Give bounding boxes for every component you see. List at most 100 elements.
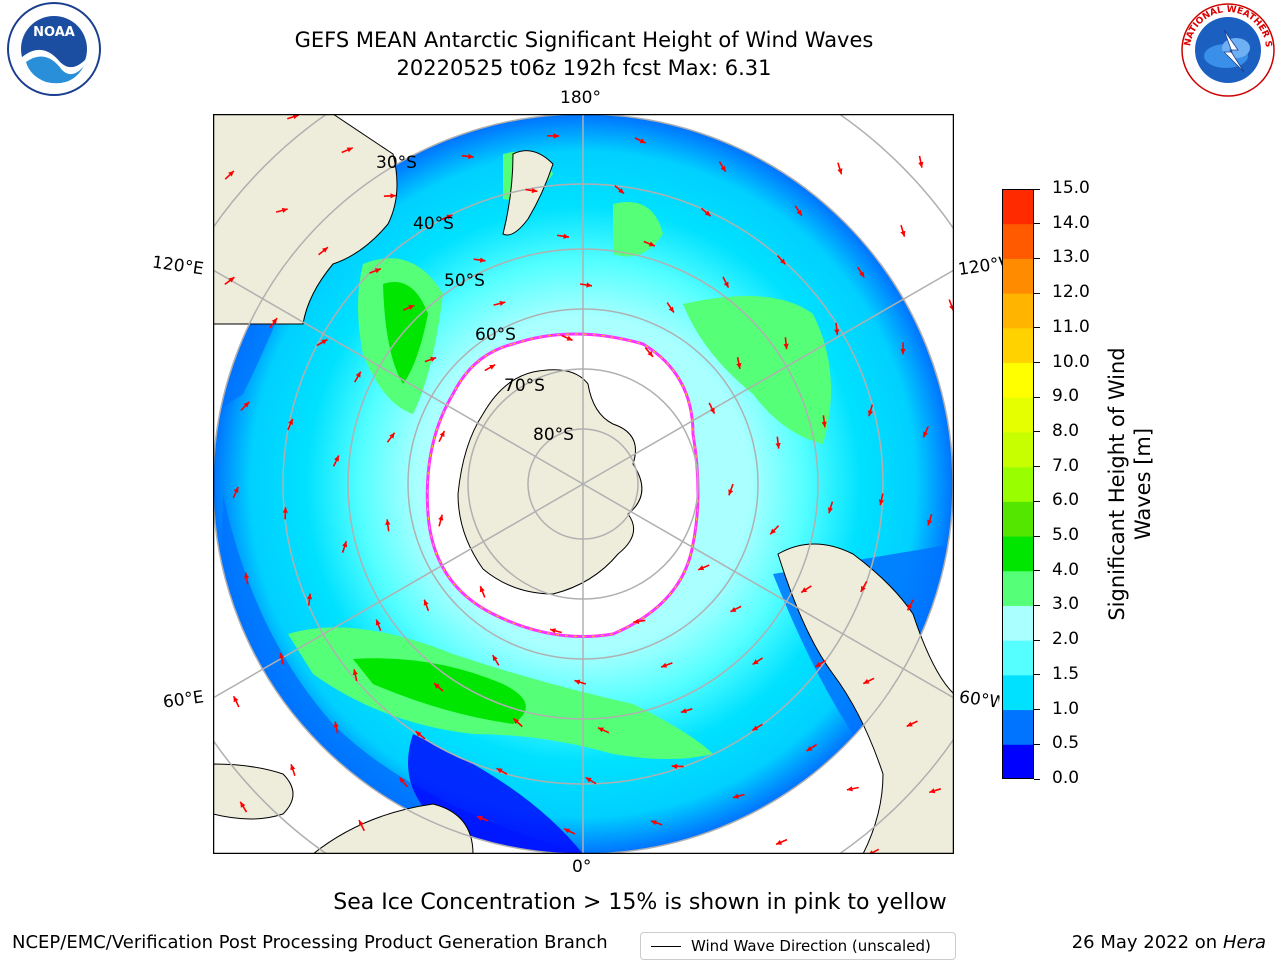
chart-subtitle: 20220525 t06z 192h fcst Max: 6.31 xyxy=(396,56,772,80)
lat-label-40s: 40°S xyxy=(413,214,454,234)
lat-label-50s: 50°S xyxy=(444,271,485,291)
wind-arrow-head xyxy=(564,828,571,834)
colorbar-tick-label: 6.0 xyxy=(1052,490,1080,511)
sea-ice-edge xyxy=(426,333,699,637)
colorbar-tick-label: 9.0 xyxy=(1052,386,1080,407)
wind-arrow-head xyxy=(736,363,742,369)
wind-arrow-head xyxy=(240,801,246,808)
wind-arrow-head xyxy=(780,258,786,265)
map-border xyxy=(212,113,955,855)
colorbar-tick-label: 10.0 xyxy=(1052,351,1090,372)
wind-arrow-head xyxy=(918,161,924,168)
lat-label-80s: 80°S xyxy=(533,425,574,445)
credit-date: 26 May 2022 on Hera xyxy=(1072,932,1266,953)
colorbar-tick-label: 4.0 xyxy=(1052,559,1080,580)
wind-arrow-head xyxy=(827,507,833,514)
colorbar-tick-label: 1.0 xyxy=(1052,698,1080,719)
nws-logo: NATIONAL WEATHER SERVICE xyxy=(1175,0,1278,104)
colorbar-segment xyxy=(1002,258,1034,294)
colorbar-segment xyxy=(1002,293,1034,329)
credit-machine: Hera xyxy=(1222,932,1266,953)
wind-arrow-head xyxy=(306,593,313,600)
land-africa xyxy=(312,803,474,854)
polar-map: Wind Wave Direction (unscaled) xyxy=(212,113,956,960)
wind-arrow-head xyxy=(496,768,503,774)
colorbar-segment xyxy=(1002,640,1034,676)
wind-arrow-head xyxy=(671,763,678,769)
colorbar-tick-mark xyxy=(1034,396,1040,398)
wind-arrow-head xyxy=(438,514,444,521)
wind-arrow-head xyxy=(732,793,739,799)
wind-arrow-head xyxy=(860,585,866,592)
wind-arrow-head xyxy=(342,541,348,548)
colorbar-segment xyxy=(1002,536,1034,572)
wind-arrow-head xyxy=(837,168,843,175)
wind-arrow-head xyxy=(668,306,674,313)
wind-arrow-head xyxy=(900,230,906,237)
colorbar-segment xyxy=(1002,362,1034,398)
wind-arrow-head xyxy=(597,727,604,733)
lon-label-60e: 60°E xyxy=(161,687,206,713)
wind-arrow-head xyxy=(698,565,705,571)
wind-arrow-head xyxy=(566,335,573,341)
wave-region-indian-core xyxy=(383,282,428,384)
colorbar-tick-mark xyxy=(1034,535,1040,537)
wind-arrow-head xyxy=(878,499,884,506)
wind-arrow-head xyxy=(906,721,913,727)
colorbar-tick-mark xyxy=(1034,257,1040,259)
wind-arrow-head xyxy=(563,233,569,239)
wind-arrow-head xyxy=(489,364,496,370)
colorbar-segment xyxy=(1002,744,1034,780)
wind-arrow-head xyxy=(423,599,429,606)
wind-arrow-head xyxy=(271,318,278,324)
legend-label: Wind Wave Direction (unscaled) xyxy=(691,937,931,955)
land-new-zealand xyxy=(502,150,554,236)
wind-arrow-head xyxy=(929,788,936,794)
colorbar-tick-mark xyxy=(1034,292,1040,294)
wind-arrow-head xyxy=(806,746,813,752)
wind-arrow-head xyxy=(408,305,415,310)
colorbar-tick-label: 0.5 xyxy=(1052,733,1080,754)
wind-arrow-head xyxy=(374,268,381,274)
colorbar-segment xyxy=(1002,431,1034,468)
wind-arrow-head xyxy=(704,210,711,217)
wind-arrow-head xyxy=(333,721,339,728)
colorbar-tick-mark xyxy=(1034,674,1040,676)
wind-arrow-head xyxy=(846,786,853,792)
wind-arrow-head xyxy=(352,669,358,676)
lon-label-180: 180° xyxy=(560,88,601,108)
chart-title: GEFS MEAN Antarctic Significant Height o… xyxy=(294,28,874,52)
wind-arrow-head xyxy=(801,587,808,593)
credit-branch: NCEP/EMC/Verification Post Processing Pr… xyxy=(12,932,608,953)
map-legend: Wind Wave Direction (unscaled) xyxy=(640,932,956,960)
wind-wave-arrows xyxy=(224,114,954,854)
wind-arrow-head xyxy=(776,839,782,845)
colorbar-tick-mark xyxy=(1034,431,1040,433)
wind-arrow-head xyxy=(288,418,293,425)
colorbar-segment xyxy=(1002,466,1034,502)
colorbar-segment xyxy=(1002,223,1034,259)
colorbar-tick-label: 11.0 xyxy=(1052,316,1090,337)
wind-arrow-head xyxy=(821,421,827,428)
legend-line xyxy=(651,946,681,947)
colorbar-tick-mark xyxy=(1034,570,1040,572)
noaa-logo: NOAA xyxy=(2,0,106,102)
colorbar-segment xyxy=(1002,327,1034,364)
wind-arrow-head xyxy=(281,207,288,213)
colorbar-segment xyxy=(1002,501,1034,537)
colorbar xyxy=(1002,189,1034,780)
colorbar-tick-mark xyxy=(1034,639,1040,641)
wave-region-south-atlantic-core xyxy=(353,658,526,724)
wind-arrow-head xyxy=(923,431,928,438)
wind-arrow-head xyxy=(907,604,913,611)
wind-arrow-head xyxy=(492,655,498,662)
wind-arrow-head xyxy=(531,188,538,194)
colorbar-tick-label: 13.0 xyxy=(1052,247,1090,268)
wind-arrow-head xyxy=(334,455,339,462)
wind-arrow-head xyxy=(233,696,239,703)
wind-arrow-head xyxy=(859,271,865,278)
wind-arrow-head xyxy=(639,138,646,144)
wind-arrow-head xyxy=(477,816,483,821)
colorbar-tick-label: 15.0 xyxy=(1052,178,1090,198)
colorbar-tick-label: 1.5 xyxy=(1052,663,1080,684)
